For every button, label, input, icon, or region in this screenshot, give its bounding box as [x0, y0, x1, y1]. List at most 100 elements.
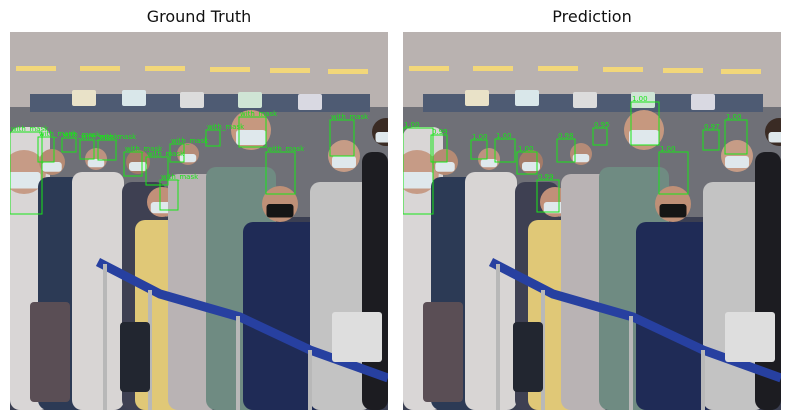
bounding-box-rect — [724, 119, 748, 155]
bounding-box-rect — [592, 127, 608, 146]
bounding-box: 1.00 — [724, 113, 748, 155]
bounding-box-label: with_mask — [331, 113, 369, 121]
bounding-box-rect — [169, 143, 185, 163]
bounding-box: with_mask — [61, 131, 101, 153]
ceiling-light — [145, 66, 185, 71]
face-mask — [725, 156, 749, 168]
face-mask — [266, 204, 294, 218]
bounding-box-rect — [702, 129, 720, 151]
prediction-boxes: 1.00 0.99 1.00 1.00 1.00 0.98 0.99 0.95 1.00 1.00… — [403, 95, 748, 215]
face-mask — [768, 132, 781, 143]
bounding-box-rect — [159, 179, 179, 211]
bounding-box-rect — [123, 151, 143, 177]
bounding-box-label: 0.95 — [594, 121, 610, 129]
bounding-box-label: 1.00 — [660, 145, 676, 153]
bounding-box-rect — [145, 156, 169, 186]
face-mask — [659, 204, 687, 218]
bounding-box-label: 0.99 — [538, 173, 554, 181]
face-mask — [42, 162, 62, 172]
ceiling-light — [80, 66, 120, 71]
ceiling-light — [16, 66, 56, 71]
bounding-box-label: 1.00 — [496, 132, 512, 140]
bounding-box-rect — [494, 138, 516, 163]
bounding-box-rect — [403, 127, 434, 215]
sign-board — [573, 92, 597, 108]
bounding-box-label: with_mask — [99, 133, 137, 141]
ceiling-light — [210, 67, 250, 72]
bounding-box-rect — [556, 138, 576, 163]
prediction-panel: Prediction 1.00 0.99 1.00 1.00 1.00 0.98 0.99 0… — [403, 0, 781, 419]
bounding-box-rect — [61, 137, 77, 153]
ground-truth-photo: with_mask with_mask with_mask with_mask with… — [10, 32, 388, 410]
sign-board — [238, 92, 262, 108]
bounding-box-label: 0.98 — [558, 132, 574, 140]
prediction-title: Prediction — [552, 7, 632, 26]
bounding-box: 1.00 — [403, 121, 434, 215]
ceiling-light — [473, 66, 513, 71]
stanchion-post — [701, 350, 705, 410]
bounding-box-rect — [238, 116, 267, 148]
sign-board — [465, 90, 489, 106]
bounding-box-rect — [470, 139, 488, 160]
sign-board — [180, 92, 204, 108]
suitcase — [120, 322, 150, 392]
ground-truth-panel: Ground Truth with_mask with_mask with_mask… — [10, 0, 388, 419]
face-mask — [572, 154, 590, 163]
bounding-box: 0.99 — [430, 128, 448, 163]
stanchion-post — [308, 350, 312, 410]
person-body — [636, 222, 716, 410]
luggage-trolley — [725, 312, 775, 362]
face-mask — [236, 130, 266, 145]
bounding-box: 0.99 — [536, 173, 560, 213]
bounding-box: 0.95 — [592, 121, 610, 146]
bounding-box: with_mask — [329, 113, 369, 157]
bounding-box-label: with_mask — [207, 123, 245, 131]
bounding-box: with_mask — [145, 150, 185, 186]
face-mask — [375, 132, 388, 143]
bounding-box-rect — [630, 101, 660, 146]
bounding-box-label: with_mask — [171, 137, 209, 145]
bounding-box-label: with_mask — [11, 125, 49, 133]
bounding-box-rect — [430, 134, 448, 163]
sign-board — [122, 90, 146, 106]
bounding-box-rect — [265, 151, 296, 195]
bounding-box-rect — [97, 139, 117, 161]
face-mask — [629, 130, 659, 145]
sign-board — [691, 94, 715, 110]
bounding-box-label: with_mask — [240, 110, 278, 118]
ceiling-light — [270, 68, 310, 73]
face-mask — [403, 172, 434, 189]
face-mask — [87, 159, 105, 168]
foreground-person — [423, 302, 463, 402]
bounding-box-rect — [658, 151, 689, 195]
bounding-box: with_mask — [238, 110, 278, 148]
bounding-box: 1.00 — [658, 145, 689, 195]
bounding-box-label: 0.99 — [432, 128, 448, 136]
bounding-box-label: 1.00 — [632, 95, 648, 103]
bounding-box-label: with_mask — [63, 131, 101, 139]
stanchion-post — [629, 316, 633, 410]
ceiling-light — [538, 66, 578, 71]
luggage-trolley — [332, 312, 382, 362]
bounding-box: with_mask — [10, 125, 49, 215]
bounding-box: with_mask — [37, 130, 77, 163]
person-body — [243, 222, 323, 410]
face-mask — [10, 172, 41, 189]
ceiling-light — [721, 69, 761, 74]
bounding-box-label: 0.97 — [704, 123, 720, 131]
bounding-box: 1.00 — [516, 145, 538, 175]
bounding-box: 1.00 — [470, 133, 488, 160]
sign-board — [298, 94, 322, 110]
suitcase — [513, 322, 543, 392]
bounding-box-rect — [79, 139, 95, 160]
bounding-box: with_mask — [205, 123, 245, 147]
face-mask — [332, 156, 356, 168]
stanchion-post — [236, 316, 240, 410]
bounding-box-rect — [329, 119, 355, 157]
bounding-box: 0.97 — [702, 123, 720, 151]
face-mask — [543, 202, 567, 214]
bounding-box-label: with_mask — [39, 130, 77, 138]
ceiling-light — [409, 66, 449, 71]
bounding-box-label: 1.00 — [518, 145, 534, 153]
